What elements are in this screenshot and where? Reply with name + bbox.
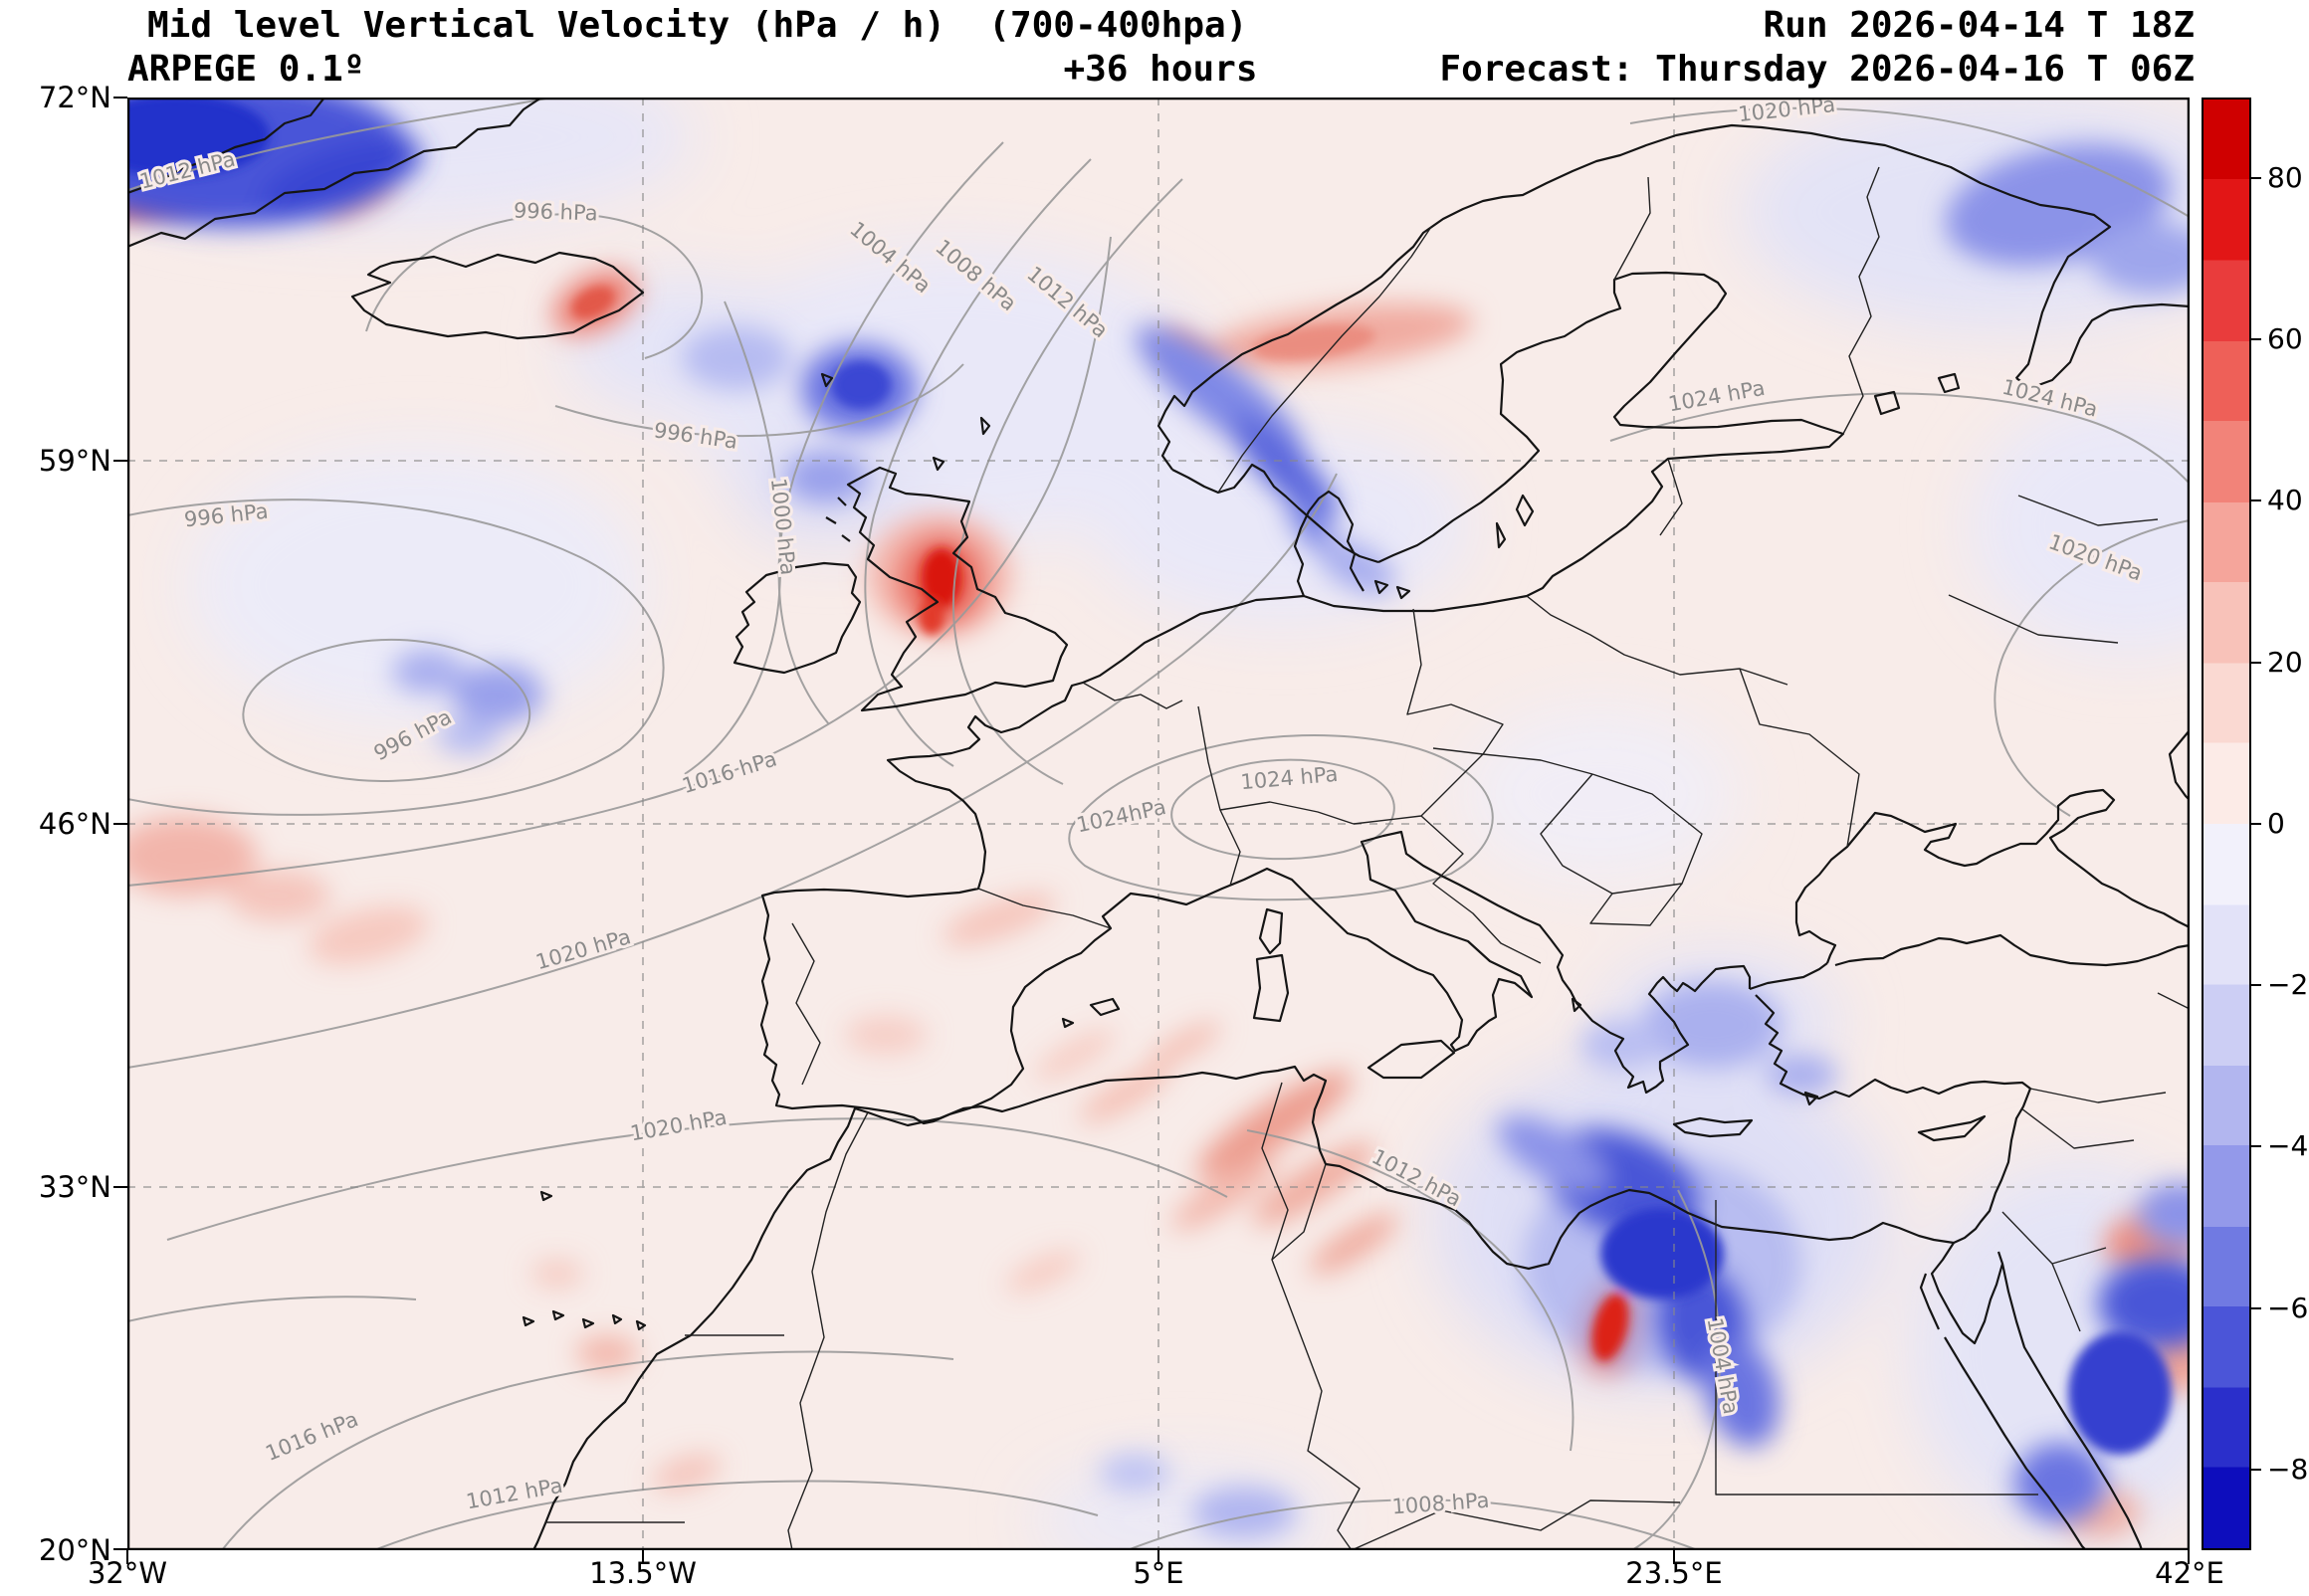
isobar-path	[1246, 1129, 1574, 1452]
axis-tick	[113, 1548, 127, 1550]
y-tick-label: 33°N	[38, 1170, 111, 1204]
colorbar-tick	[2251, 1469, 2261, 1471]
colorbar-tick	[2251, 499, 2261, 501]
run-label: Run 2026-04-14 T 18Z	[1763, 5, 2195, 46]
isobar-path	[1068, 734, 1494, 901]
baltic-coastline	[1303, 271, 1845, 613]
isobar-path	[365, 213, 704, 359]
forecast-valid-label: Forecast: Thursday 2026-04-16 T 06Z	[1439, 49, 2195, 90]
colorbar	[2202, 98, 2251, 1550]
isobar-path	[864, 158, 1092, 767]
axis-tick	[126, 1550, 128, 1564]
grid-lines	[127, 98, 2190, 1550]
colorbar-tick	[2251, 177, 2261, 179]
atlantic-islands	[522, 1190, 647, 1331]
x-tick-label: 42°E	[2155, 1556, 2224, 1590]
small-north-islands	[820, 372, 991, 542]
isobar-path	[166, 1117, 1228, 1241]
britain-coastline	[846, 466, 1069, 712]
axis-tick	[113, 823, 127, 825]
isobar-path	[1609, 392, 2191, 485]
colorbar-tick-label: −20	[2267, 968, 2309, 1001]
colorbar-tick-label: 0	[2267, 807, 2285, 840]
axis-tick	[2188, 1550, 2190, 1564]
colorbar-tick-label: −40	[2267, 1129, 2309, 1162]
colorbar-tick-label: −60	[2267, 1292, 2309, 1324]
isobar-path	[126, 236, 1112, 887]
y-tick-label: 59°N	[38, 444, 111, 478]
y-tick-label: 20°N	[38, 1533, 111, 1567]
country-borders	[545, 166, 2191, 1551]
isobar-path	[1629, 106, 2191, 218]
mediterranean-islands	[1061, 907, 1987, 1142]
colorbar-tick-label: 80	[2267, 161, 2303, 194]
colorbar-tick	[2251, 984, 2261, 986]
figure-title: Mid level Vertical Velocity (hPa / h) (7…	[147, 5, 1248, 46]
colorbar-tick-label: −80	[2267, 1453, 2309, 1486]
isobar-contours	[121, 92, 2191, 1551]
anatolia-africa-coastline	[532, 994, 2032, 1551]
isobar-path	[126, 1296, 417, 1322]
isobar-path	[121, 92, 576, 193]
marmara-coastline	[1749, 962, 1828, 991]
ireland-coastline	[733, 561, 862, 675]
colorbar-tick	[2251, 823, 2261, 825]
axis-tick	[113, 1186, 127, 1188]
norway-south-coastline	[1171, 463, 1379, 564]
lead-time-label: +36 hours	[1063, 49, 1258, 90]
coastlines	[126, 97, 2191, 1551]
isobar-path	[554, 363, 964, 438]
denmark-coastline	[1293, 490, 1535, 600]
greenland-coastline	[126, 97, 542, 249]
colorbar-tick-label: 20	[2267, 646, 2303, 679]
black-sea-coastline	[1794, 788, 2191, 967]
isobar-path	[1994, 519, 2191, 817]
isobar-path	[126, 473, 1338, 1069]
isobar-path	[1127, 1498, 1699, 1551]
colorbar-tick	[2251, 1307, 2261, 1309]
isobar-path	[951, 178, 1183, 785]
isobar-path	[1631, 1189, 1722, 1551]
model-label: ARPEGE 0.1º	[127, 49, 365, 90]
y-tick-label: 72°N	[38, 81, 111, 114]
caspian-coastline	[2168, 729, 2191, 801]
colorbar-tick-label: 60	[2267, 322, 2303, 355]
map-frame	[126, 97, 2191, 1551]
colorbar-tick	[2251, 1145, 2261, 1147]
iceland-coastline	[350, 251, 645, 340]
sinai-redsea-coastline	[1919, 1242, 2144, 1551]
axis-tick	[642, 1550, 644, 1564]
axis-tick	[1673, 1550, 1675, 1564]
isobar-path	[126, 499, 665, 816]
colorbar-tick-label: 40	[2267, 484, 2303, 516]
axis-tick	[113, 97, 127, 99]
y-tick-label: 46°N	[38, 807, 111, 841]
colorbar-tick	[2251, 662, 2261, 664]
scandinavia-coastline	[1156, 123, 2191, 471]
isobar-path	[242, 638, 531, 782]
isobar-path	[777, 141, 1004, 725]
isobar-path	[1170, 758, 1395, 861]
colorbar-tick	[2251, 338, 2261, 340]
axis-tick	[1157, 1550, 1159, 1564]
isobar-path	[373, 1480, 1099, 1551]
map-plot: 1012 hPa 996 hPa 1004 hPa 1008 hPa 1012 …	[53, 48, 2287, 1580]
west-europe-mediterranean-coastline	[759, 594, 1752, 1125]
isobar-label: 996 hPa	[514, 199, 598, 226]
russian-lakes	[1873, 372, 1961, 416]
axis-tick	[113, 460, 127, 462]
